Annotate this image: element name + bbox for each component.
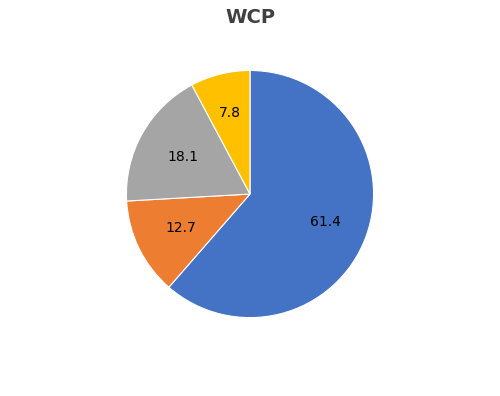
Text: 61.4: 61.4: [310, 215, 340, 229]
Wedge shape: [126, 85, 250, 201]
Text: 12.7: 12.7: [166, 221, 196, 235]
Title: WCP: WCP: [225, 8, 275, 27]
Text: 7.8: 7.8: [218, 106, 240, 120]
Wedge shape: [169, 70, 374, 318]
Wedge shape: [126, 194, 250, 287]
Text: 18.1: 18.1: [168, 150, 198, 164]
Wedge shape: [192, 70, 250, 194]
